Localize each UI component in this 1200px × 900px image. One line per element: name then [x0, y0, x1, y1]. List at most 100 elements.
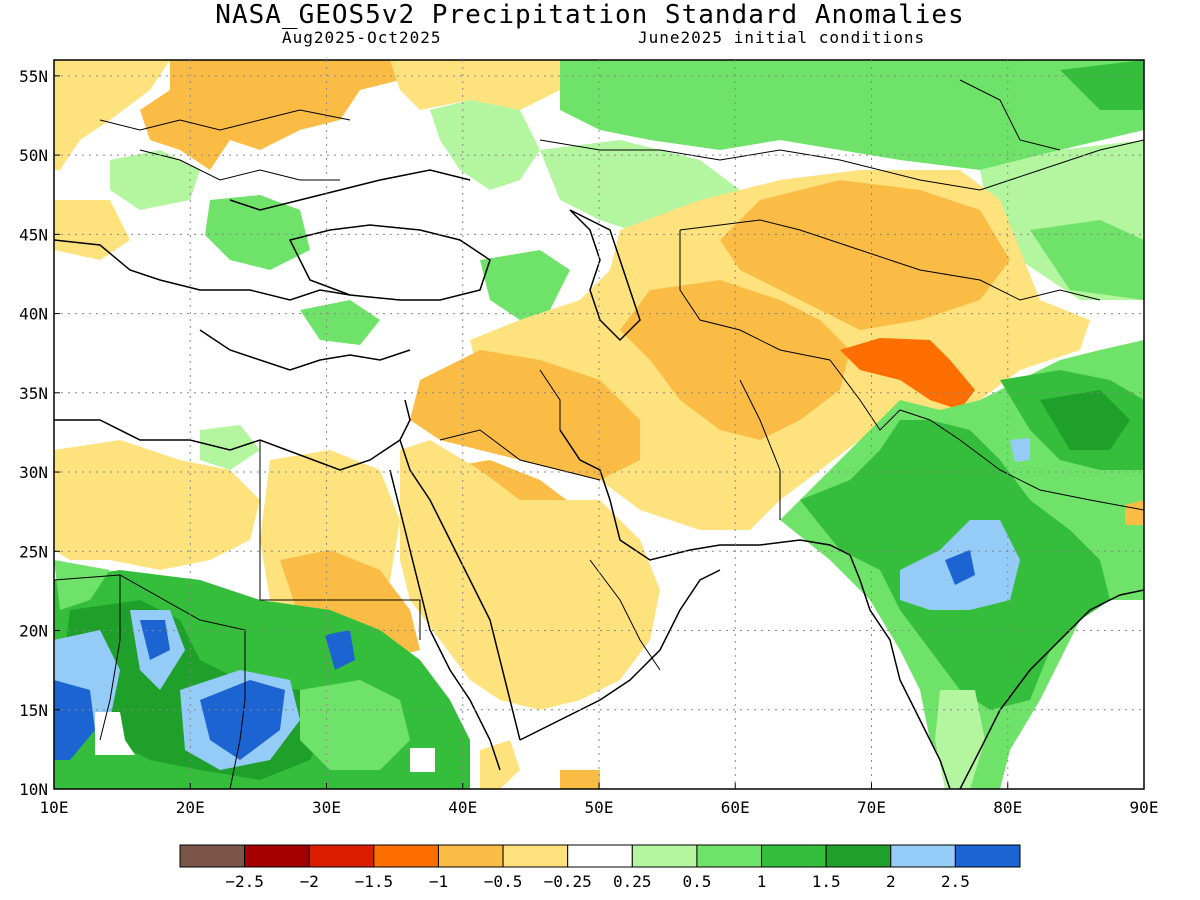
- coastline: [959, 589, 1144, 789]
- lon-tick-label: 60E: [721, 798, 750, 817]
- border: [959, 79, 1061, 151]
- colorbar-swatch: [631, 844, 698, 868]
- anomaly-patch: [480, 740, 520, 789]
- lon-tick-label: 30E: [312, 798, 341, 817]
- anomaly-field: [54, 60, 1144, 789]
- anomaly-patch: [95, 712, 135, 755]
- colorbar-label: 1: [757, 872, 767, 891]
- colorbar-swatch: [373, 844, 439, 868]
- coastline: [389, 469, 501, 771]
- latitude-ticks: 10N 15N 20N 25N 30N 35N 40N 45N 50N 55N: [19, 67, 60, 799]
- anomaly-patch: [410, 350, 640, 480]
- anomaly-patch: [1060, 60, 1144, 110]
- colorbar-swatch: [437, 844, 504, 868]
- colorbar-swatch: [825, 844, 892, 868]
- lat-tick-label: 30N: [19, 463, 48, 482]
- border: [439, 429, 601, 481]
- anomaly-patch: [410, 748, 435, 772]
- lat-tick-label: 25N: [19, 542, 48, 561]
- colorbar-swatch: [179, 844, 246, 868]
- coastline: [54, 399, 411, 471]
- lat-tick-label: 50N: [19, 146, 48, 165]
- border: [99, 575, 121, 741]
- anomaly-patch: [140, 60, 400, 170]
- coastlines: [54, 169, 1144, 789]
- border: [589, 559, 661, 671]
- lon-tick-label: 10E: [40, 798, 69, 817]
- anomaly-patch: [620, 280, 850, 440]
- lon-tick-label: 80E: [993, 798, 1022, 817]
- colorbar-swatch: [696, 844, 763, 868]
- colorbar-label: −2: [300, 872, 319, 891]
- colorbar-label: −1.5: [355, 872, 394, 891]
- colorbar-label: 1.5: [812, 872, 841, 891]
- border: [739, 379, 781, 520]
- anomaly-patch: [945, 550, 975, 585]
- coastline: [229, 169, 471, 211]
- anomaly-patch: [200, 425, 260, 470]
- anomaly-patch: [300, 680, 410, 770]
- gridlines: [54, 60, 1144, 789]
- colorbar-label: 2.5: [941, 872, 970, 891]
- lat-tick-label: 55N: [19, 67, 48, 86]
- lon-tick-label: 90E: [1130, 798, 1159, 817]
- forecast-period: Aug2025-Oct2025: [282, 28, 442, 47]
- border: [539, 139, 1144, 191]
- colorbar-label: 0.25: [613, 872, 652, 891]
- anomaly-patch: [480, 250, 570, 320]
- anomaly-patch: [720, 180, 1010, 330]
- coastline: [559, 429, 851, 561]
- anomaly-patch: [560, 770, 600, 789]
- anomaly-patch: [205, 195, 310, 270]
- anomaly-patch: [1010, 438, 1030, 462]
- lon-tick-label: 20E: [176, 798, 205, 817]
- border: [679, 219, 1101, 301]
- lat-tick-label: 40N: [19, 305, 48, 324]
- border: [139, 149, 340, 181]
- colorbar-swatch: [502, 844, 569, 868]
- initial-conditions: June2025 initial conditions: [638, 28, 926, 47]
- coastline: [199, 329, 411, 371]
- lon-tick-label: 40E: [448, 798, 477, 817]
- anomaly-patch: [54, 560, 110, 610]
- anomaly-patch: [280, 550, 420, 660]
- anomaly-patch: [110, 150, 200, 210]
- colorbar: −2.5 −2 −1.5 −1 −0.5 −0.25 0.25 0.5 1 1.5 2 2.5: [179, 844, 1021, 891]
- lat-tick-label: 45N: [19, 225, 48, 244]
- colorbar-swatch: [244, 844, 310, 868]
- coastline: [519, 569, 721, 741]
- anomaly-patch: [560, 60, 1144, 170]
- borders: [54, 79, 1144, 789]
- colorbar-swatch: [761, 844, 827, 868]
- map-title: NASA_GEOS5v2 Precipitation Standard Anom…: [215, 0, 965, 30]
- colorbar-swatch: [954, 844, 1021, 868]
- colorbar-label: −0.5: [484, 872, 523, 891]
- colorbar-label: −0.25: [544, 872, 592, 891]
- lat-tick-label: 20N: [19, 622, 48, 641]
- anomaly-patch: [54, 60, 170, 170]
- anomaly-patch: [300, 300, 380, 345]
- coastline: [288, 224, 491, 301]
- colorbar-label: 0.5: [682, 872, 711, 891]
- colorbar-swatch: [567, 844, 633, 868]
- colorbar-swatch: [890, 844, 956, 868]
- anomaly-patch: [1125, 500, 1144, 525]
- anomaly-patch: [54, 200, 130, 260]
- lat-tick-label: 15N: [19, 701, 48, 720]
- coastline: [849, 554, 951, 789]
- lat-tick-label: 35N: [19, 384, 48, 403]
- anomaly-patch: [1030, 220, 1144, 300]
- anomaly-patch: [54, 680, 95, 760]
- coastline: [399, 439, 521, 741]
- anomaly-patch: [140, 620, 170, 660]
- colorbar-label: 2: [886, 872, 896, 891]
- border: [829, 359, 1144, 511]
- border: [259, 440, 421, 640]
- anomaly-patch: [400, 440, 660, 710]
- border: [679, 230, 831, 361]
- lon-tick-label: 50E: [585, 798, 614, 817]
- anomaly-patch: [390, 60, 560, 110]
- coastline: [54, 239, 351, 301]
- colorbar-swatch: [308, 844, 375, 868]
